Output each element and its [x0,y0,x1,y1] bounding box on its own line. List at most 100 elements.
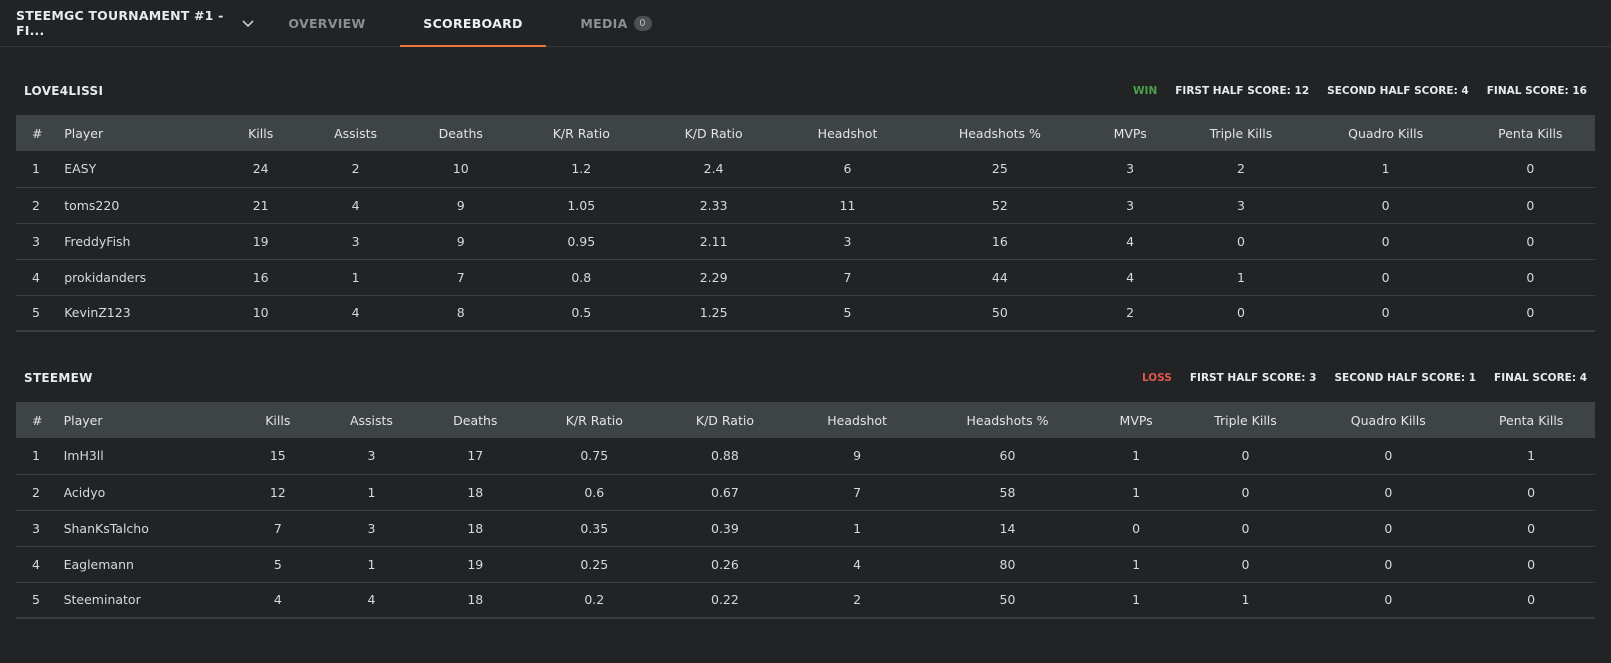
column-header-player[interactable]: Player [63,412,103,428]
column-header-kd-ratio[interactable]: K/D Ratio [684,125,743,141]
event-title: STEEMGC TOURNAMENT #1 - FI... [16,8,224,38]
column-header-kills[interactable]: Kills [248,125,274,141]
cell-headshot: 9 [853,448,862,464]
column-header-penta-kills[interactable]: Penta Kills [1498,412,1564,428]
column-header-headshots-pct[interactable]: Headshots % [966,412,1049,428]
cell-headshots-pct: 14 [999,520,1016,536]
table-row: 3 FreddyFish 19 3 9 0.95 2.11 3 16 4 0 0 0 [16,223,1595,259]
column-header-kr-ratio[interactable]: K/R Ratio [552,125,610,141]
team-section: LOVE4LISSI WIN FIRST HALF SCORE: 12 SECO… [16,81,1595,332]
cell-rank: 3 [32,520,40,536]
cell-kd-ratio: 2.29 [699,269,728,285]
tab-scoreboard[interactable]: SCOREBOARD [400,0,546,47]
first-half-score: FIRST HALF SCORE: 12 [1175,85,1310,97]
tab-scoreboard-label: SCOREBOARD [423,15,523,31]
cell-headshot: 11 [839,197,856,213]
cell-headshots-pct: 58 [999,484,1016,500]
result-badge: LOSS [1141,372,1172,384]
cell-player[interactable]: ShanKsTalcho [63,520,149,536]
cell-headshots-pct: 16 [991,233,1008,249]
column-header-headshot[interactable]: Headshot [817,125,878,141]
column-header-kr-ratio[interactable]: K/R Ratio [565,412,623,428]
media-count-badge: 0 [633,15,652,31]
scoreboard-table: # Player Kills Assists Deaths K/R Ratio K/D Ra… [16,115,1595,332]
cell-mvps: 1 [1132,592,1141,608]
cell-kd-ratio: 0.67 [711,484,739,500]
cell-assists: 3 [367,448,376,464]
cell-penta-kills: 0 [1526,269,1535,285]
column-header-kd-ratio[interactable]: K/D Ratio [695,412,754,428]
column-header-triple-kills[interactable]: Triple Kills [1209,125,1273,141]
cell-assists: 2 [351,161,360,177]
cell-player[interactable]: ImH3ll [63,448,104,464]
column-header-rank[interactable]: # [32,412,43,428]
column-header-quadro-kills[interactable]: Quadro Kills [1348,125,1424,141]
column-header-deaths[interactable]: Deaths [438,125,483,141]
cell-quadro-kills: 0 [1384,556,1393,572]
team-name: LOVE4LISSI [24,84,104,98]
cell-quadro-kills: 0 [1381,197,1390,213]
cell-kr-ratio: 0.6 [584,484,605,500]
cell-kd-ratio: 2.33 [699,197,728,213]
tab-overview-label: OVERVIEW [288,15,366,31]
cell-triple-kills: 1 [1236,269,1245,285]
cell-headshots-pct: 44 [991,269,1008,285]
cell-player[interactable]: toms220 [64,197,120,213]
cell-deaths: 7 [456,269,465,285]
team-header: LOVE4LISSI WIN FIRST HALF SCORE: 12 SECO… [16,81,1595,101]
column-header-mvps[interactable]: MVPs [1119,412,1153,428]
column-header-player[interactable]: Player [64,125,104,141]
cell-penta-kills: 0 [1527,592,1536,608]
cell-quadro-kills: 0 [1381,233,1390,249]
second-half-score: SECOND HALF SCORE: 1 [1334,372,1477,384]
cell-kills: 4 [273,592,282,608]
cell-quadro-kills: 0 [1381,305,1390,321]
cell-kills: 19 [252,233,269,249]
tab-media[interactable]: MEDIA 0 [546,0,686,46]
team-name: STEEMEW [24,371,93,385]
column-header-assists[interactable]: Assists [334,125,378,141]
column-header-headshots-pct[interactable]: Headshots % [958,125,1041,141]
cell-kills: 15 [269,448,286,464]
cell-deaths: 9 [456,197,465,213]
cell-mvps: 0 [1132,520,1141,536]
column-header-mvps[interactable]: MVPs [1113,125,1147,141]
cell-kr-ratio: 0.75 [580,448,609,464]
cell-player[interactable]: Eaglemann [63,556,134,572]
top-nav: STEEMGC TOURNAMENT #1 - FI... OVERVIEW S… [0,0,1611,47]
cell-kills: 16 [252,269,269,285]
cell-rank: 5 [32,592,40,608]
team-header: STEEMEW LOSS FIRST HALF SCORE: 3 SECOND … [16,368,1595,388]
cell-mvps: 1 [1132,556,1141,572]
result-badge: WIN [1132,85,1158,97]
cell-triple-kills: 1 [1241,592,1250,608]
cell-kills: 21 [252,197,269,213]
cell-player[interactable]: FreddyFish [64,233,131,249]
column-header-deaths[interactable]: Deaths [453,412,498,428]
column-header-triple-kills[interactable]: Triple Kills [1214,412,1277,428]
cell-player[interactable]: prokidanders [64,269,147,285]
cell-player[interactable]: EASY [64,161,97,177]
cell-assists: 4 [351,305,360,321]
cell-player[interactable]: Acidyo [63,484,106,500]
cell-triple-kills: 0 [1236,305,1245,321]
cell-kr-ratio: 1.2 [571,161,592,177]
tab-overview[interactable]: OVERVIEW [254,0,400,46]
column-header-rank[interactable]: # [32,125,43,141]
cell-headshots-pct: 52 [991,197,1008,213]
cell-quadro-kills: 0 [1384,592,1393,608]
column-header-assists[interactable]: Assists [349,412,393,428]
column-header-penta-kills[interactable]: Penta Kills [1498,125,1563,141]
table-row: 1 EASY 24 2 10 1.2 2.4 6 25 3 2 1 0 [16,151,1595,187]
cell-kr-ratio: 0.2 [584,592,605,608]
final-score: FINAL SCORE: 16 [1486,85,1587,97]
column-header-kills[interactable]: Kills [265,412,291,428]
column-header-headshot[interactable]: Headshot [827,412,887,428]
event-selector[interactable]: STEEMGC TOURNAMENT #1 - FI... [0,0,254,46]
cell-player[interactable]: Steeminator [63,592,141,608]
cell-player[interactable]: KevinZ123 [64,305,131,321]
cell-headshot: 4 [853,556,862,572]
table-row: 2 toms220 21 4 9 1.05 2.33 11 52 3 3 0 0 [16,187,1595,223]
team-scores: WIN FIRST HALF SCORE: 12 SECOND HALF SCO… [1133,85,1587,97]
column-header-quadro-kills[interactable]: Quadro Kills [1350,412,1426,428]
